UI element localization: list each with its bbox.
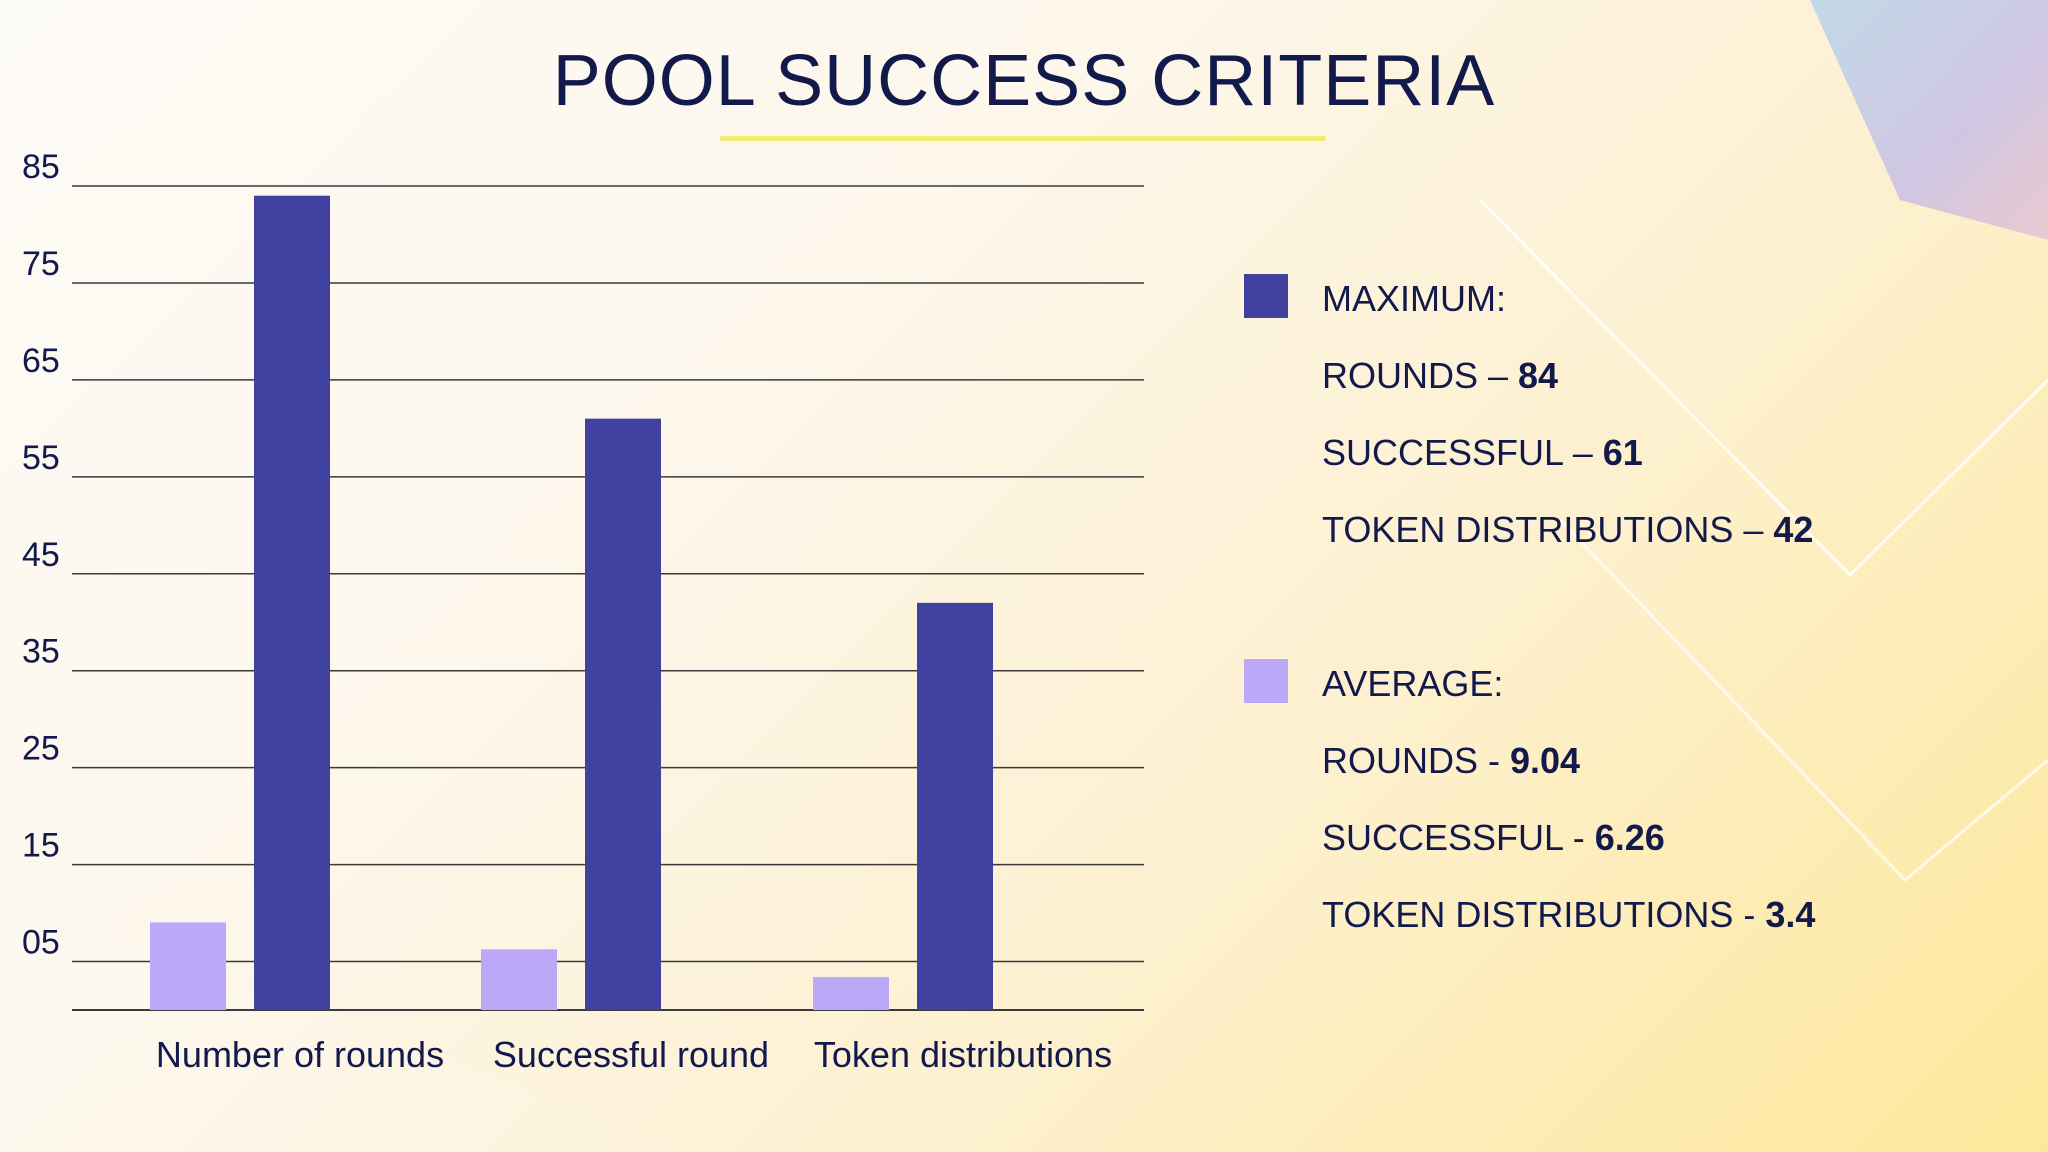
legend-value: 6.26 [1594, 817, 1665, 858]
bar-average [813, 977, 889, 1010]
legend-value: 42 [1773, 509, 1814, 550]
legend-value: 3.4 [1765, 894, 1816, 935]
y-tick-label: 05 [22, 924, 60, 962]
y-tick-label: 65 [22, 342, 60, 380]
y-tick-label: 75 [22, 245, 60, 283]
bar-maximum [254, 195, 330, 1011]
legend-label: TOKEN DISTRIBUTIONS - [1322, 894, 1766, 935]
legend-value: 84 [1518, 355, 1559, 396]
y-tick-label: 85 [22, 148, 60, 186]
legend-label: SUCCESSFUL - [1322, 817, 1595, 858]
y-tick-label: 15 [22, 827, 60, 865]
legend-value: 61 [1602, 432, 1643, 473]
legend-maximum-rounds: ROUNDS – 84 [1322, 355, 1558, 397]
legend-average-token-distributions: TOKEN DISTRIBUTIONS - 3.4 [1322, 894, 1815, 936]
x-category-label: Successful round [493, 1034, 769, 1075]
legend-average-heading: AVERAGE: [1322, 663, 1504, 704]
legend-value: 9.04 [1510, 740, 1581, 781]
legend-maximum-token-distributions: TOKEN DISTRIBUTIONS – 42 [1322, 509, 1813, 551]
x-category-label: Number of rounds [156, 1034, 444, 1075]
legend-label: SUCCESSFUL – [1322, 432, 1603, 473]
x-category-label: Token distributions [814, 1034, 1112, 1075]
bar-maximum [917, 602, 993, 1010]
y-tick-label: 25 [22, 730, 60, 768]
bar-average [150, 922, 226, 1010]
bar-maximum [585, 418, 661, 1010]
legend-label: TOKEN DISTRIBUTIONS – [1322, 509, 1774, 550]
legend-maximum-successful: SUCCESSFUL – 61 [1322, 432, 1643, 474]
legend-maximum-swatch [1244, 274, 1288, 318]
legend-maximum-heading: MAXIMUM: [1322, 278, 1506, 319]
page-title: POOL SUCCESS CRITERIA [552, 41, 1496, 121]
bar-average [481, 949, 557, 1010]
legend-average-rounds: ROUNDS - 9.04 [1322, 740, 1580, 782]
y-tick-label: 55 [22, 439, 60, 477]
legend-label: ROUNDS - [1322, 740, 1510, 781]
title-underline [720, 136, 1326, 141]
legend-average-swatch [1244, 659, 1288, 703]
legend-average-successful: SUCCESSFUL - 6.26 [1322, 817, 1665, 859]
y-tick-label: 35 [22, 633, 60, 671]
y-tick-label: 45 [22, 536, 60, 574]
legend-label: ROUNDS – [1322, 355, 1519, 396]
